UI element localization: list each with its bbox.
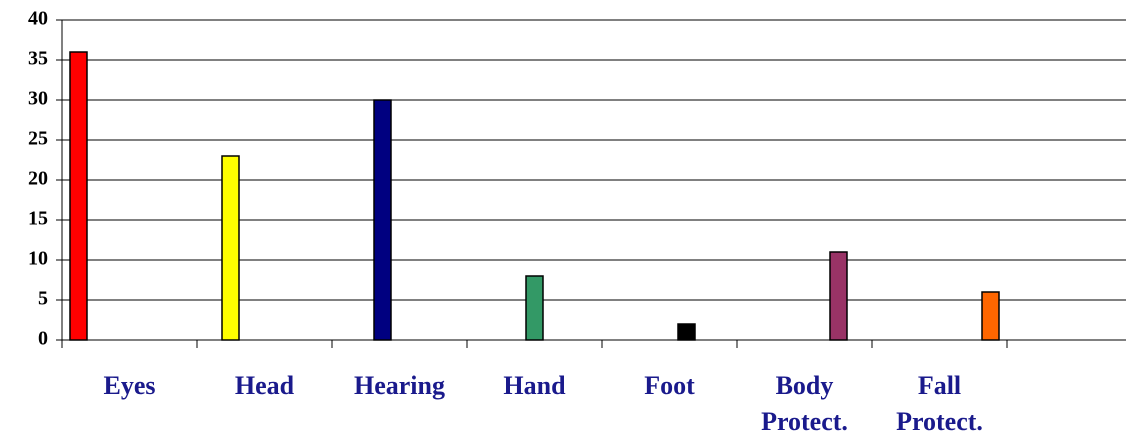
x-tick-label: Body Protect. <box>761 371 848 436</box>
bar <box>373 99 392 341</box>
y-tick-label: 35 <box>28 48 48 70</box>
y-tick-label: 0 <box>38 328 48 350</box>
y-tick-label: 5 <box>38 288 48 310</box>
y-tick-label: 30 <box>28 88 48 110</box>
x-tick-label: Head <box>234 371 295 400</box>
x-tick-label: Eyes <box>103 371 156 400</box>
bar <box>525 275 544 341</box>
y-tick-label: 15 <box>28 208 48 230</box>
x-tick-label: Hearing <box>354 371 445 400</box>
bar <box>829 251 848 341</box>
y-tick-label: 20 <box>28 168 48 190</box>
x-tick-label: Foot <box>644 371 695 400</box>
bar <box>69 51 88 341</box>
x-tick-label: Fall Protect. <box>896 371 983 436</box>
y-tick-label: 25 <box>28 128 48 150</box>
bar <box>981 291 1000 341</box>
bar <box>221 155 240 341</box>
y-tick-label: 40 <box>28 8 48 30</box>
x-tick-label: Hand <box>503 371 566 400</box>
y-tick-label: 10 <box>28 248 48 270</box>
bar <box>677 323 696 341</box>
